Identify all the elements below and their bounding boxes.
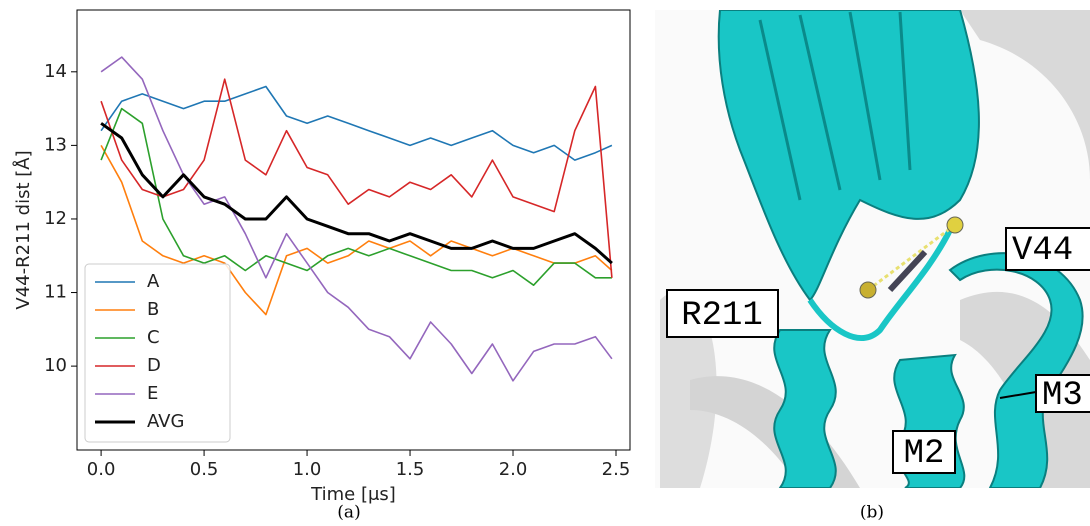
ligand [887,249,928,293]
plot-frame [76,9,631,451]
gray-ribbon [660,291,717,488]
series-line [100,78,613,278]
helix-m1 [773,329,837,488]
m3-pointer [999,391,1037,399]
x-tick-label: 1.5 [396,459,425,480]
atom-v44 [946,216,964,234]
legend-label: C [147,327,160,348]
x-tick-label: 1.0 [293,459,322,480]
x-axis-label: Time [μs] [310,484,396,505]
loop-m3 [948,252,1084,488]
loop [807,228,953,342]
gray-ribbon [960,10,1090,180]
legend-label: A [147,271,160,292]
caption: (b) [860,503,884,523]
legend-label: AVG [147,411,184,432]
series-line [100,145,613,316]
series-line [100,107,612,286]
y-tick-label: 14 [44,61,67,82]
y-tick-label: 10 [44,355,67,376]
structure-label: R211 [681,297,763,335]
structure-image: R211 V44 M3 M2 [655,10,1090,488]
label-box [1035,374,1090,413]
legend-box [84,263,231,443]
structure-label: M2 [904,435,945,473]
beta-sandwich [717,10,980,302]
legend-label: E [147,383,158,404]
series-line [100,85,613,161]
x-tick-label: 0.0 [87,459,116,480]
label-box [892,430,956,474]
y-axis-label: V44-R211 dist [Å] [12,150,34,309]
y-tick-label: 11 [44,282,67,303]
series-line [100,122,613,265]
atom-r211 [859,281,877,299]
y-tick-label: 13 [44,134,67,155]
caption: (a) [337,503,360,523]
x-tick-label: 0.5 [190,459,219,480]
x-tick-label: 2.5 [602,459,631,480]
label-box [1005,227,1090,271]
structure-label: M3 [1042,377,1083,415]
strand-edges [758,11,912,201]
x-tick-label: 2.0 [499,459,528,480]
legend-label: B [147,299,159,320]
structure-label: V44 [1012,232,1073,270]
legend-label: D [147,355,161,376]
y-tick-label: 12 [44,208,67,229]
label-box [666,289,779,338]
